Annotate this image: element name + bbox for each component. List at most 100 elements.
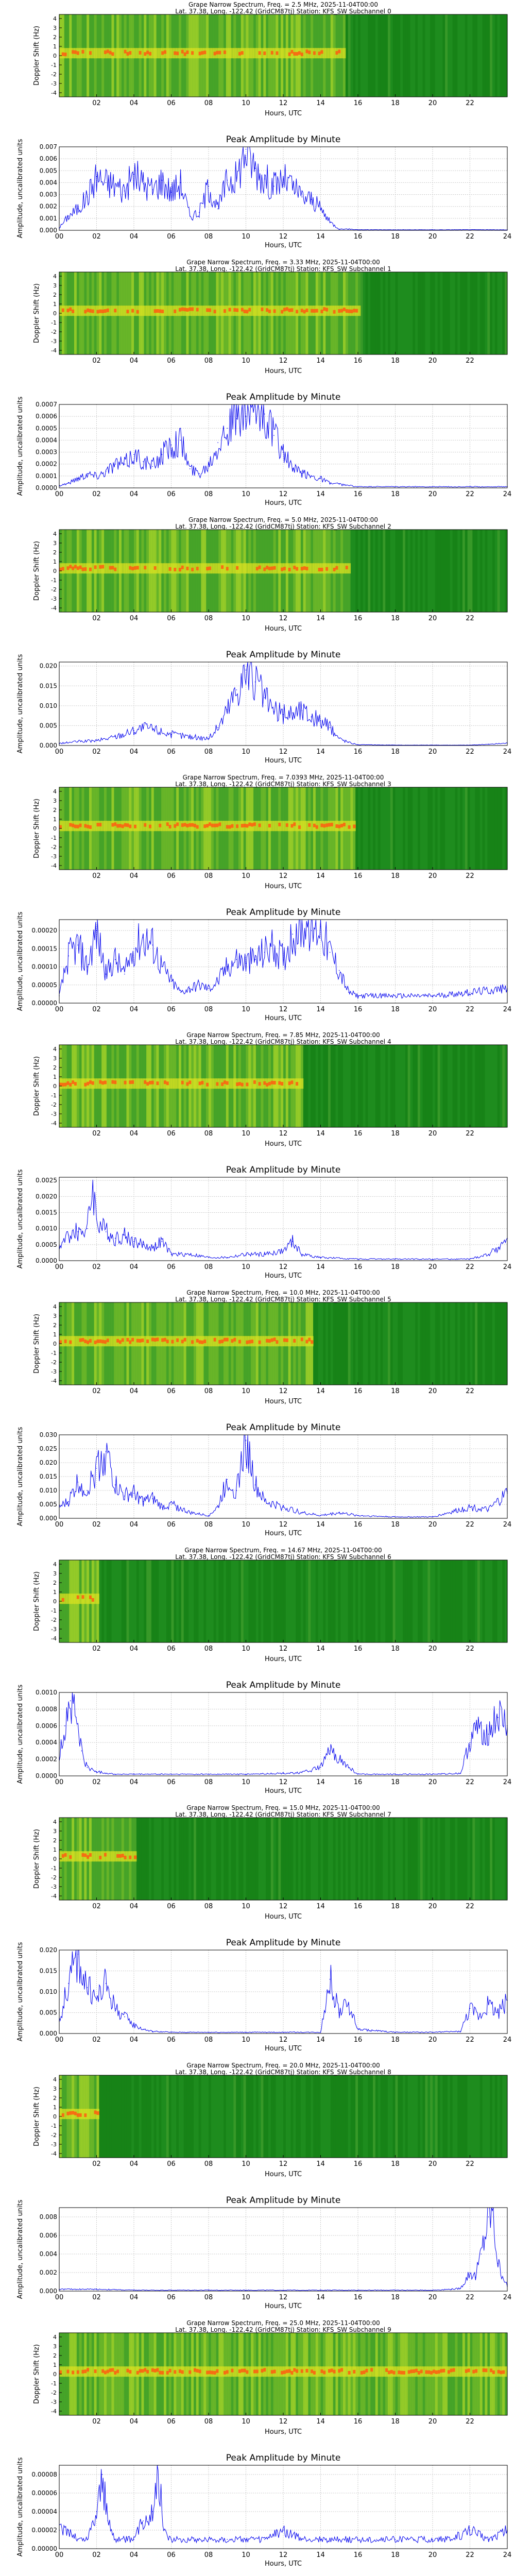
- spectrum-xtick-label: 04: [130, 357, 139, 365]
- amplitude-xtick-label: 04: [130, 490, 139, 498]
- spectrum-column: [320, 1818, 323, 1900]
- amplitude-panel-9: [59, 2465, 508, 2549]
- spectrum-hotspot: [106, 308, 110, 312]
- spectrum-hotspot: [194, 2368, 197, 2372]
- spectrum-column: [457, 14, 460, 97]
- spectrum-ytick-label: 1: [53, 558, 57, 565]
- spectrum-column: [201, 1560, 204, 1642]
- spectrum-column: [201, 2075, 204, 2158]
- spectrum-column: [398, 1818, 401, 1900]
- amplitude-data-point: [217, 442, 218, 443]
- spectrum-band: [69, 1594, 72, 1604]
- spectrum-hotspot: [59, 1340, 62, 1344]
- amplitude-data-point: [114, 1484, 116, 1485]
- amplitude-ytick-label: 0.0010: [36, 1689, 57, 1696]
- spectrum-column: [213, 2075, 217, 2158]
- spectrum-column: [500, 2075, 503, 2158]
- spectrum-band: [198, 821, 202, 832]
- spectrum-column: [430, 14, 433, 97]
- spectrum-column: [430, 1560, 433, 1642]
- spectrum-column: [465, 1302, 468, 1385]
- amplitude-data-point: [133, 2025, 134, 2026]
- amplitude-xlabel: Hours, UTC: [265, 1272, 302, 1280]
- spectrum-hotspot: [109, 2368, 112, 2372]
- spectrum-column: [437, 1302, 441, 1385]
- amplitude-data-point: [152, 466, 153, 467]
- spectrum-hotspot: [69, 1082, 72, 1087]
- spectrum-column: [475, 1045, 478, 1127]
- spectrum-band: [253, 563, 256, 574]
- spectrum-hotspot: [196, 308, 199, 312]
- amplitude-xtick-label: 24: [503, 233, 512, 241]
- spectrum-hotspot: [233, 308, 236, 312]
- spectrum-ytick-label: -1: [51, 1607, 57, 1614]
- amplitude-xtick-label: 08: [204, 1263, 213, 1271]
- amplitude-data-point: [311, 930, 312, 931]
- spectrum-hotspot: [129, 1340, 132, 1344]
- spectrum-band: [383, 2366, 386, 2377]
- spectrum-xtick-label: 10: [242, 1387, 250, 1395]
- spectrum-hotspot: [288, 2369, 291, 2373]
- amplitude-data-point: [245, 2290, 247, 2291]
- amplitude-title: Peak Amplitude by Minute: [226, 1165, 341, 1175]
- spectrum-hotspot: [246, 824, 249, 828]
- spectrum-hotspot: [94, 2369, 97, 2374]
- spectrum-column: [375, 1045, 379, 1127]
- spectrum-band: [186, 2366, 189, 2377]
- spectrum-column: [353, 1818, 356, 1900]
- spectrum-xtick-label: 10: [242, 99, 250, 107]
- spectrum-band: [109, 1078, 112, 1089]
- spectrum-column: [462, 14, 466, 97]
- spectrum-column: [293, 1560, 296, 1642]
- spectrum-column: [422, 1560, 426, 1642]
- spectrum-column: [383, 1560, 386, 1642]
- spectrum-band: [211, 1078, 214, 1089]
- spectrum-panel-4: [59, 1044, 508, 1128]
- spectrum-column: [221, 1818, 224, 1900]
- spectrum-column: [442, 1818, 445, 1900]
- spectrum-hotspot: [61, 2113, 65, 2117]
- spectrum-column: [502, 1045, 505, 1127]
- amplitude-data-point: [301, 196, 303, 198]
- spectrum-xtick-label: 04: [130, 1645, 139, 1653]
- spectrum-column: [403, 1302, 406, 1385]
- amplitude-data-point: [68, 1234, 69, 1235]
- spectrum-ytick-label: -3: [51, 1368, 57, 1375]
- spectrum-xtick-label: 20: [428, 99, 437, 107]
- spectrum-xtick-label: 08: [204, 99, 213, 107]
- spectrum-column: [231, 2075, 234, 2158]
- spectrum-column: [392, 787, 396, 870]
- amplitude-xtick-label: 06: [167, 2551, 176, 2559]
- spectrum-band: [278, 1336, 281, 1347]
- spectrum-column: [400, 787, 403, 870]
- spectrum-hotspot: [84, 1082, 87, 1087]
- spectrum-hotspot: [69, 823, 72, 827]
- spectrum-column: [502, 272, 505, 354]
- amplitude-ytick-label: 0.004: [40, 2250, 57, 2258]
- spectrum-hotspot: [144, 566, 147, 570]
- spectrum-column: [298, 2075, 301, 2158]
- spectrum-xtick-label: 02: [92, 357, 101, 365]
- spectrum-band: [194, 563, 197, 574]
- spectrum-hotspot: [104, 1853, 107, 1857]
- amplitude-frame: [59, 404, 508, 488]
- amplitude-ytick-label: 0.0006: [36, 1722, 57, 1730]
- spectrum-band: [288, 821, 291, 832]
- spectrum-column: [390, 1302, 393, 1385]
- spectrum-band: [91, 1336, 95, 1347]
- spectrum-column: [475, 1560, 478, 1642]
- spectrum-column: [477, 1302, 480, 1385]
- spectrum-column: [320, 1302, 323, 1385]
- spectrum-column: [477, 14, 480, 97]
- spectrum-ytick-label: 1: [53, 816, 57, 823]
- spectrum-hotspot: [433, 2369, 436, 2374]
- spectrum-band: [201, 563, 204, 574]
- spectrum-column: [422, 272, 426, 354]
- spectrum-column: [385, 787, 388, 870]
- spectrum-band: [96, 2366, 99, 2377]
- spectrum-column: [427, 272, 431, 354]
- spectrum-hotspot: [111, 566, 114, 570]
- spectrum-band: [340, 563, 344, 574]
- spectrum-band: [91, 2109, 95, 2120]
- spectrum-column: [246, 1560, 249, 1642]
